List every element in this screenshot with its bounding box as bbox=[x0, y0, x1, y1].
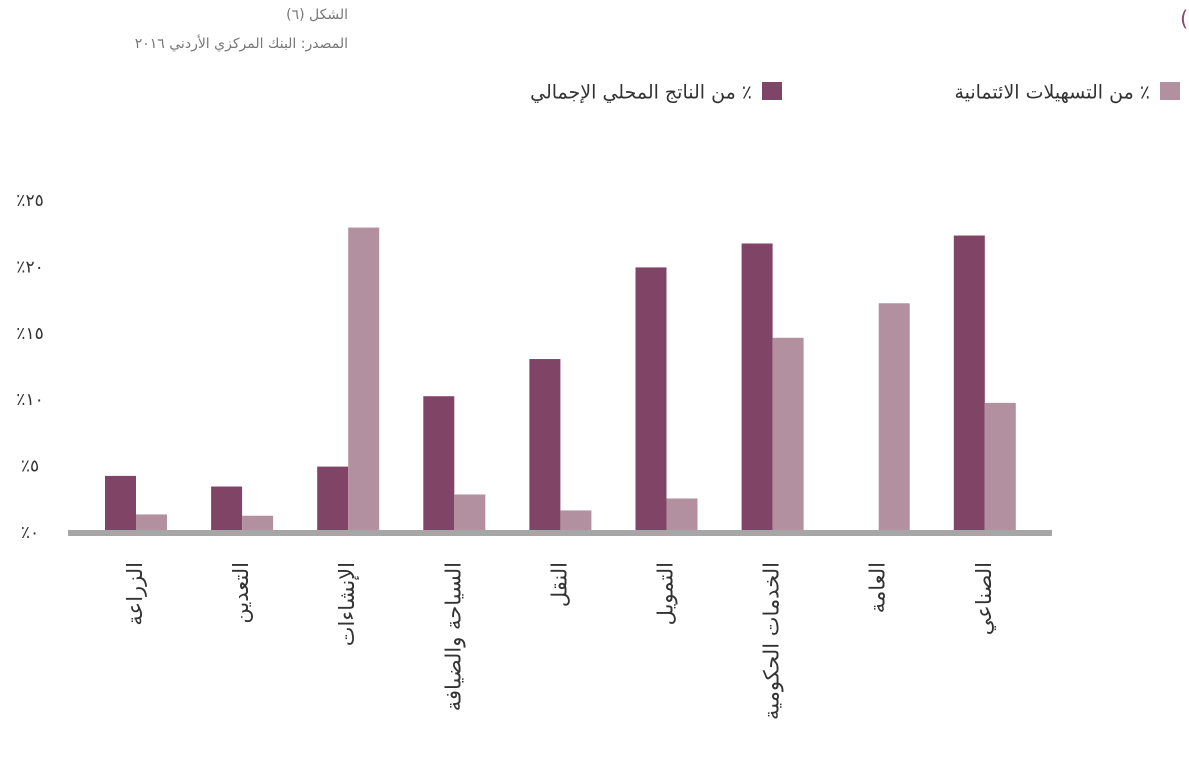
x-tick-label: الخدمات الحكومية bbox=[760, 562, 784, 720]
bar bbox=[529, 359, 561, 533]
legend-swatch bbox=[1160, 82, 1180, 100]
bar bbox=[772, 337, 804, 533]
chart-title: التسهيلات الائتمانية لكل قطاع اقتصادي (٪… bbox=[1180, 7, 1189, 31]
bar bbox=[953, 235, 985, 533]
bar bbox=[666, 498, 698, 533]
x-tick-label: التمويل bbox=[654, 562, 678, 625]
bar bbox=[105, 475, 136, 533]
x-tick-label: الإنشاءات bbox=[335, 562, 359, 646]
bar bbox=[423, 396, 455, 533]
legend-swatch bbox=[762, 82, 782, 100]
bar bbox=[242, 515, 274, 533]
source: المصدر: البنك المركزي الأردني ٢٠١٦ bbox=[135, 34, 348, 52]
bar bbox=[348, 227, 380, 533]
x-tick-label: النقل bbox=[547, 562, 571, 607]
bar bbox=[317, 466, 349, 533]
y-tick-label: ٪٥ bbox=[21, 457, 39, 477]
bar bbox=[635, 267, 667, 533]
x-tick-label: الصناعي bbox=[972, 562, 996, 635]
y-tick-label: ٪١٠ bbox=[16, 390, 43, 410]
bar bbox=[454, 494, 486, 533]
bar bbox=[741, 243, 773, 533]
x-tick-label: السياحة والضيافة bbox=[441, 562, 465, 711]
x-tick-label: الزراعة bbox=[123, 562, 147, 626]
legend-label: ٪ من التسهيلات الائتمانية bbox=[954, 82, 1150, 104]
y-tick-label: ٪٢٠ bbox=[16, 257, 43, 277]
bar bbox=[136, 514, 167, 533]
bar bbox=[560, 510, 592, 533]
x-tick-label: التعدين bbox=[229, 562, 253, 624]
figure-label: الشكل (٦) bbox=[286, 7, 348, 23]
x-tick-label: العامة bbox=[866, 562, 890, 613]
y-tick-label: ٪٢٥ bbox=[16, 191, 43, 211]
legend-label: ٪ من الناتج المحلي الإجمالي bbox=[530, 82, 752, 104]
bar bbox=[211, 486, 243, 533]
y-tick-label: ٪١٥ bbox=[16, 324, 43, 344]
bar bbox=[984, 402, 1016, 533]
y-tick-label: ٪٠ bbox=[21, 523, 39, 543]
bar bbox=[878, 303, 910, 533]
